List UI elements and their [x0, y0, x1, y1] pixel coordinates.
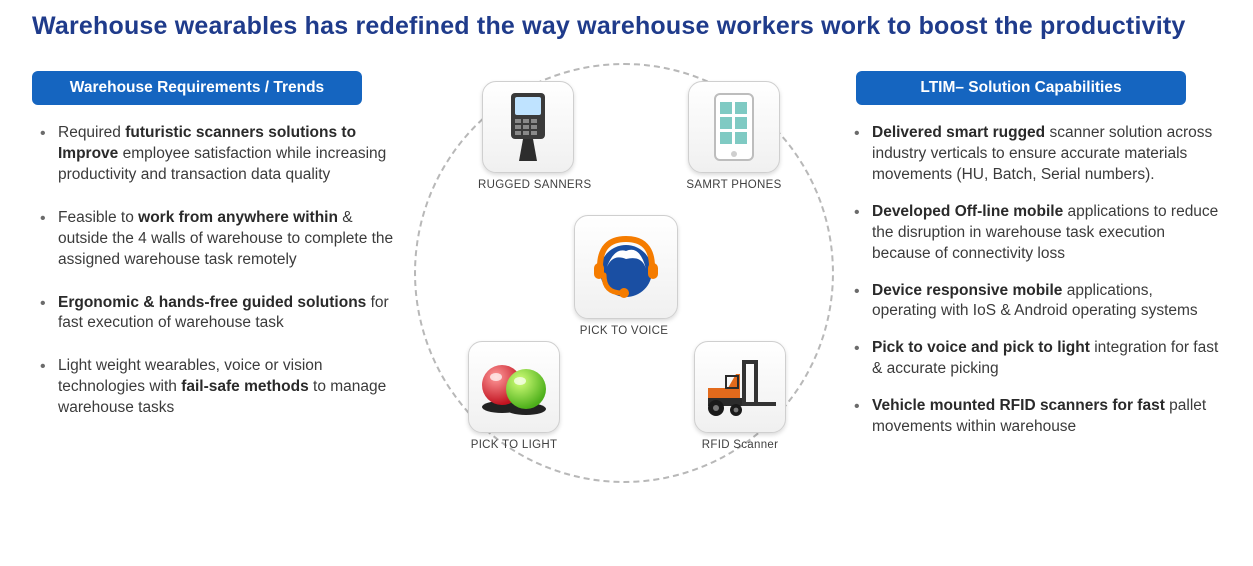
- list-item: Feasible to work from anywhere within & …: [36, 208, 402, 271]
- device-label: RUGGED SANNERS: [478, 179, 578, 191]
- rugged-scanner-icon: [482, 81, 574, 173]
- pick-light-icon: [468, 341, 560, 433]
- diagram-circle: RUGGED SANNERS: [414, 63, 834, 483]
- device-label: SAMRT PHONES: [684, 179, 784, 191]
- list-item: Developed Off-line mobile applications t…: [850, 202, 1221, 265]
- page-title: Warehouse wearables has redefined the wa…: [32, 12, 1221, 41]
- slide: Warehouse wearables has redefined the wa…: [0, 0, 1253, 566]
- list-item: Vehicle mounted RFID scanners for fast p…: [850, 396, 1221, 438]
- forklift-icon: [694, 341, 786, 433]
- device-pick-to-voice: PICK TO VOICE: [574, 215, 674, 337]
- left-bullet-list: Required futuristic scanners solutions t…: [32, 123, 402, 419]
- list-item: Delivered smart rugged scanner solution …: [850, 123, 1221, 186]
- list-item: Light weight wearables, voice or vision …: [36, 356, 402, 419]
- diagram-column: RUGGED SANNERS: [412, 71, 836, 483]
- device-rugged-scanner: RUGGED SANNERS: [478, 81, 578, 191]
- left-heading-pill: Warehouse Requirements / Trends: [32, 71, 362, 105]
- list-item: Device responsive mobile applications, o…: [850, 281, 1221, 323]
- right-column: LTIM– Solution Capabilities Delivered sm…: [846, 71, 1221, 483]
- device-label: RFID Scanner: [690, 439, 790, 451]
- list-item: Required futuristic scanners solutions t…: [36, 123, 402, 186]
- device-label: PICK TO LIGHT: [464, 439, 564, 451]
- list-item: Pick to voice and pick to light integrat…: [850, 338, 1221, 380]
- left-column: Warehouse Requirements / Trends Required…: [32, 71, 402, 483]
- device-pick-to-light: PICK TO LIGHT: [464, 341, 564, 451]
- list-item: Ergonomic & hands-free guided solutions …: [36, 293, 402, 335]
- device-smartphone: SAMRT PHONES: [684, 81, 784, 191]
- smartphone-icon: [688, 81, 780, 173]
- voice-headset-icon: [574, 215, 678, 319]
- columns: Warehouse Requirements / Trends Required…: [32, 71, 1221, 483]
- right-heading-pill: LTIM– Solution Capabilities: [856, 71, 1186, 105]
- right-bullet-list: Delivered smart rugged scanner solution …: [846, 123, 1221, 438]
- device-label: PICK TO VOICE: [574, 325, 674, 337]
- device-rfid-scanner: RFID Scanner: [690, 341, 790, 451]
